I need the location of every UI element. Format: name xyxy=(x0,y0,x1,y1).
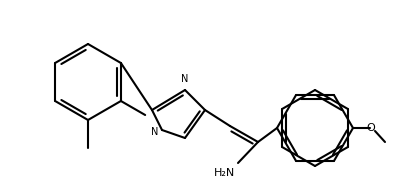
Text: O: O xyxy=(366,123,375,133)
Text: H₂N: H₂N xyxy=(214,168,235,178)
Text: N: N xyxy=(151,127,159,137)
Text: N: N xyxy=(181,74,189,84)
